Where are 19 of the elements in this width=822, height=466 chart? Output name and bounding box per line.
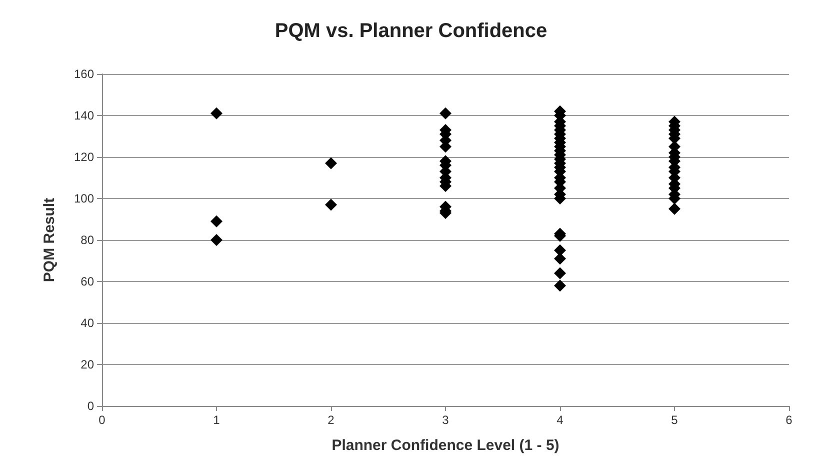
- y-tick-label: 80: [80, 233, 94, 247]
- y-tick-label: 160: [74, 67, 94, 81]
- x-tick-label: 4: [556, 413, 564, 427]
- y-tick-label: 120: [74, 150, 94, 164]
- x-tick-label: 6: [786, 413, 793, 427]
- y-tick-label: 40: [80, 316, 94, 330]
- y-tick-label: 140: [74, 108, 94, 122]
- x-tick-label: 1: [213, 413, 220, 427]
- x-tick-label: 5: [671, 413, 678, 427]
- y-tick-label: 100: [74, 192, 94, 206]
- x-axis-title: Planner Confidence Level (1 - 5): [332, 437, 560, 454]
- x-tick-label: 3: [442, 413, 450, 427]
- x-tick-label: 0: [98, 413, 106, 427]
- y-tick-label: 20: [80, 358, 94, 372]
- chart-title: PQM vs. Planner Confidence: [274, 20, 548, 42]
- y-axis-title: PQM Result: [41, 198, 58, 282]
- y-tick-label: 60: [80, 274, 94, 288]
- x-tick-label: 2: [328, 413, 335, 427]
- y-tick-label: 0: [87, 399, 94, 413]
